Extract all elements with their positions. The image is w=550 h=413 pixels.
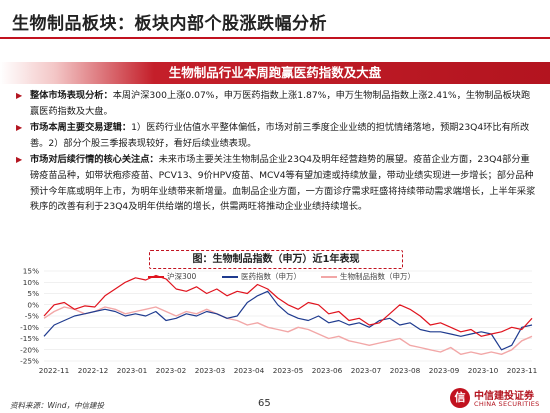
chart-title: 图：生物制品指数（申万）近1年表现 xyxy=(192,254,360,265)
legend-label-pharma: 医药指数（申万） xyxy=(241,272,301,281)
source-note: 资料来源：Wind，中信建投 xyxy=(10,401,105,410)
x-tick-label: 2022-12 xyxy=(78,366,109,375)
bullet-list: ▶ 整体市场表现分析：本周沪深300上涨0.07%，申万医药指数上涨1.87%，… xyxy=(16,88,536,216)
logo-name-cn: 中信建投证券 xyxy=(474,391,534,402)
x-tick-label: 2023-08 xyxy=(390,366,421,375)
title-divider xyxy=(0,37,550,39)
x-tick-label: 2023-06 xyxy=(312,366,343,375)
legend-item-hs300: 沪深300 xyxy=(148,271,196,282)
x-tick-label: 2023-07 xyxy=(351,366,382,375)
bullet-text: 本周沪深300上涨0.07%，申万医药指数上涨1.87%，申万生物制品指数上涨2… xyxy=(30,90,531,117)
arrow-bullet-icon: ▶ xyxy=(16,155,23,165)
bullet-label: 市场本周主要交易逻辑： xyxy=(30,122,132,134)
bullet-text: 未来市场主要关注生物制品企业23Q4及明年经营趋势的展望。疫苗企业方面，23Q4… xyxy=(30,154,536,213)
y-tick-label: 0% xyxy=(27,300,39,309)
legend-swatch-pharma xyxy=(222,276,238,278)
legend-label-biologics: 生物制品指数（申万） xyxy=(340,272,415,281)
y-tick-label: -10% xyxy=(20,323,39,332)
x-tick-label: 2023-11 xyxy=(507,366,538,375)
y-tick-label: 10% xyxy=(23,278,39,287)
x-tick-label: 2023-10 xyxy=(468,366,499,375)
x-tick-label: 2023-05 xyxy=(273,366,304,375)
bullet-text: 1）医药行业估值水平整体偏低，市场对前三季度企业业绩的担忧情绪落地，预期23Q4… xyxy=(30,122,530,149)
y-tick-label: 5% xyxy=(27,289,39,298)
section-banner-text: 生物制品行业本周跑赢医药指数及大盘 xyxy=(168,65,382,80)
arrow-bullet-icon: ▶ xyxy=(16,123,23,133)
bullet-label: 整体市场表现分析： xyxy=(30,90,113,101)
legend-swatch-biologics xyxy=(321,276,337,278)
company-logo: 信 中信建投证券 CHINA SECURITIES xyxy=(450,386,546,410)
y-tick-label: -25% xyxy=(20,357,39,366)
legend-item-biologics: 生物制品指数（申万） xyxy=(321,271,415,282)
series-line-biologics xyxy=(43,306,533,356)
chart-title-frame xyxy=(149,250,403,269)
legend-item-pharma: 医药指数（申万） xyxy=(222,271,301,282)
section-banner xyxy=(0,62,550,84)
y-tick-label: -15% xyxy=(20,334,39,343)
series-line-pharma xyxy=(43,290,533,351)
y-tick-label: -20% xyxy=(20,345,39,354)
bullet-item: ▶ 整体市场表现分析：本周沪深300上涨0.07%，申万医药指数上涨1.87%，… xyxy=(16,88,536,119)
x-tick-label: 2023-04 xyxy=(234,366,265,375)
logo-name-en: CHINA SECURITIES xyxy=(474,400,540,408)
bullet-item: ▶ 市场本周主要交易逻辑：1）医药行业估值水平整体偏低，市场对前三季度企业业绩的… xyxy=(16,120,536,151)
x-tick-label: 2022-11 xyxy=(39,366,70,375)
legend-swatch-hs300 xyxy=(148,276,164,278)
legend-label-hs300: 沪深300 xyxy=(167,272,197,281)
line-chart: 15% 10% 5% 0% -5% -10% -15% -20% -25%2022-11 2022… xyxy=(20,268,538,375)
bullet-label: 市场对后续行情的核心关注点： xyxy=(30,154,159,166)
x-tick-label: 2023-01 xyxy=(117,366,148,375)
y-tick-label: -5% xyxy=(25,312,39,321)
bullet-item: ▶ 市场对后续行情的核心关注点：未来市场主要关注生物制品企业23Q4及明年经营趋… xyxy=(16,152,536,214)
x-tick-label: 2023-02 xyxy=(156,366,187,375)
x-tick-label: 2023-09 xyxy=(429,366,460,375)
x-tick-label: 2023-03 xyxy=(195,366,226,375)
chart-legend: 沪深300 医药指数（申万） 生物制品指数（申万） xyxy=(0,271,550,283)
y-tick-label: 15% xyxy=(23,268,39,276)
series-line-hs300 xyxy=(43,274,533,337)
logo-mark-icon: 信 xyxy=(450,388,470,408)
page-number: 65 xyxy=(258,398,271,409)
arrow-bullet-icon: ▶ xyxy=(16,91,23,100)
page-title: 生物制品板块：板块内部个股涨跌幅分析 xyxy=(12,14,327,34)
